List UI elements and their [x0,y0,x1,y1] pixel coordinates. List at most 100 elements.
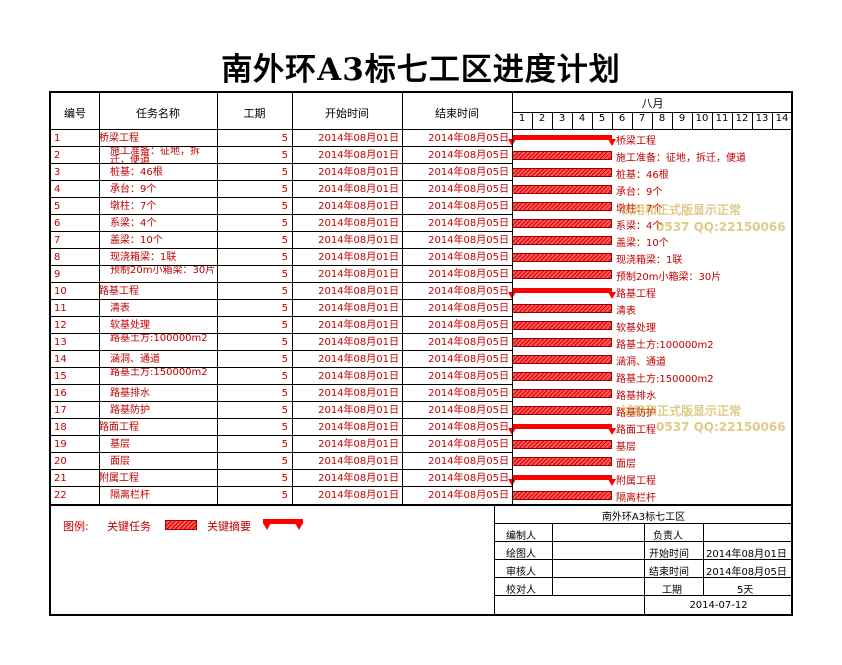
task-name: 预制20m小箱梁：30片 [110,266,216,276]
table-row[interactable]: 19 基层 5 2014年08月01日 2014年08月05日 [51,436,512,453]
task-end: 2014年08月05日 [428,167,509,178]
gantt-task-bar[interactable] [512,355,612,364]
gantt-task-bar[interactable] [512,372,612,381]
table-row[interactable]: 18 路面工程 5 2014年08月01日 2014年08月05日 [51,419,512,436]
info-compiler-label: 编制人 [506,531,536,542]
gantt-bar-label: 现浇箱梁：1联 [616,255,683,266]
summary-end-marker [608,428,616,435]
task-start: 2014年08月01日 [318,405,399,416]
task-start: 2014年08月01日 [318,167,399,178]
task-name: 系梁：4个 [110,218,157,229]
gantt-task-bar[interactable] [512,491,612,500]
task-duration: 5 [281,456,288,467]
task-no: 17 [54,405,67,416]
header-no: 编号 [64,107,86,120]
table-row[interactable]: 8 现浇箱梁：1联 5 2014年08月01日 2014年08月05日 [51,249,512,266]
gantt-summary-bar[interactable] [512,288,612,293]
legend-critical-summary-label: 关键摘要 [207,520,251,533]
gantt-summary-bar[interactable] [512,135,612,140]
summary-end-marker [608,139,616,146]
gantt-bar-label: 墩柱：7个 [616,204,663,215]
day-header-cell: 12 [735,113,749,124]
task-end: 2014年08月05日 [428,337,509,348]
task-end: 2014年08月05日 [428,405,509,416]
info-drawer-label: 绘图人 [506,549,536,560]
task-name: 现浇箱梁：1联 [110,252,177,263]
gantt-bar-label: 桩基：46根 [616,170,669,181]
day-header-cell: 13 [755,113,769,124]
gantt-bar-label: 路基排水 [616,391,656,402]
table-row[interactable]: 13 路基土方:100000m2 5 2014年08月01日 2014年08月05日 [51,334,512,351]
table-row[interactable]: 1 桥梁工程 5 2014年08月01日 2014年08月05日 [51,130,512,147]
task-end: 2014年08月05日 [428,473,509,484]
info-end-value: 2014年08月05日 [706,567,787,578]
task-name: 清表 [110,303,130,314]
task-no: 13 [54,337,67,348]
header-duration: 工期 [243,107,266,120]
gantt-task-bar[interactable] [512,457,612,466]
gantt-task-bar[interactable] [512,185,612,194]
gantt-task-bar[interactable] [512,253,612,262]
gantt-task-bar[interactable] [512,406,612,415]
table-row[interactable]: 2 施工准备：征地，拆迁，便道 5 2014年08月01日 2014年08月05日 [51,147,512,164]
task-end: 2014年08月05日 [428,201,509,212]
info-box: 南外环A3标七工区 编制人 负责人 绘图人 开始时间 2014年08月01日 审… [494,505,793,616]
table-row[interactable]: 5 墩柱：7个 5 2014年08月01日 2014年08月05日 [51,198,512,215]
table-row[interactable]: 3 桩基：46根 5 2014年08月01日 2014年08月05日 [51,164,512,181]
table-row[interactable]: 7 盖梁：10个 5 2014年08月01日 2014年08月05日 [51,232,512,249]
task-name: 路面工程 [99,422,139,433]
task-end: 2014年08月05日 [428,269,509,280]
gantt-bar-label: 系梁：4个 [616,221,663,232]
task-no: 22 [54,490,67,501]
task-end: 2014年08月05日 [428,371,509,382]
gantt-task-bar[interactable] [512,321,612,330]
task-start: 2014年08月01日 [318,490,399,501]
table-row[interactable]: 20 面层 5 2014年08月01日 2014年08月05日 [51,453,512,470]
day-header-cell: 6 [618,113,626,124]
table-row[interactable]: 6 系梁：4个 5 2014年08月01日 2014年08月05日 [51,215,512,232]
task-no: 21 [54,473,67,484]
gantt-bar-label: 基层 [616,442,636,453]
gantt-task-bar[interactable] [512,304,612,313]
info-start-value: 2014年08月01日 [706,549,787,560]
gantt-task-bar[interactable] [512,338,612,347]
task-no: 19 [54,439,67,450]
table-row[interactable]: 15 路基土方:150000m2 5 2014年08月01日 2014年08月05日 [51,368,512,385]
gantt-bar-label: 隔离栏杆 [616,493,656,504]
table-row[interactable]: 16 路基排水 5 2014年08月01日 2014年08月05日 [51,385,512,402]
table-row[interactable]: 10 路基工程 5 2014年08月01日 2014年08月05日 [51,283,512,300]
task-no: 20 [54,456,67,467]
gantt-summary-bar[interactable] [512,475,612,480]
gantt-bar-label: 桥梁工程 [616,136,656,147]
task-start: 2014年08月01日 [318,269,399,280]
task-no: 16 [54,388,67,399]
gantt-task-bar[interactable] [512,219,612,228]
table-row[interactable]: 21 附属工程 5 2014年08月01日 2014年08月05日 [51,470,512,487]
task-duration: 5 [281,354,288,365]
gantt-task-bar[interactable] [512,236,612,245]
header-month: 八月 [641,97,664,110]
gantt-bar-label: 施工准备：征地，拆迁，便道 [616,153,746,164]
table-row[interactable]: 17 路基防护 5 2014年08月01日 2014年08月05日 [51,402,512,419]
gantt-task-bar[interactable] [512,168,612,177]
table-row[interactable]: 11 清表 5 2014年08月01日 2014年08月05日 [51,300,512,317]
header-end: 结束时间 [435,107,479,120]
table-row[interactable]: 4 承台：9个 5 2014年08月01日 2014年08月05日 [51,181,512,198]
table-row[interactable]: 12 软基处理 5 2014年08月01日 2014年08月05日 [51,317,512,334]
task-start: 2014年08月01日 [318,320,399,331]
gantt-task-bar[interactable] [512,270,612,279]
gantt-task-bar[interactable] [512,151,612,160]
table-row[interactable]: 22 隔离栏杆 5 2014年08月01日 2014年08月05日 [51,487,512,504]
table-row[interactable]: 9 预制20m小箱梁：30片 5 2014年08月01日 2014年08月05日 [51,266,512,283]
task-name: 软基处理 [110,320,150,331]
task-name: 涵洞、通道 [110,354,160,365]
gantt-task-bar[interactable] [512,202,612,211]
gantt-summary-bar[interactable] [512,424,612,429]
task-name: 路基土方:100000m2 [110,334,208,344]
task-start: 2014年08月01日 [318,252,399,263]
gantt-task-bar[interactable] [512,440,612,449]
table-row[interactable]: 14 涵洞、通道 5 2014年08月01日 2014年08月05日 [51,351,512,368]
task-name: 路基防护 [110,405,150,416]
gantt-task-bar[interactable] [512,389,612,398]
task-name: 路基土方:150000m2 [110,368,208,378]
